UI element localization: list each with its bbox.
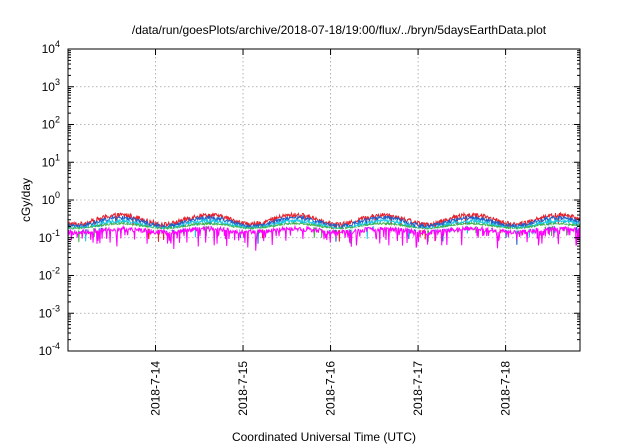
grid bbox=[68, 49, 580, 351]
y-axis: 10-4 10-3 10-2 10-1 100 101 102 103 104 bbox=[39, 39, 580, 358]
series-line bbox=[67, 214, 581, 245]
series-line bbox=[67, 223, 581, 244]
x-axis: 2018-7-14 2018-7-15 2018-7-16 2018-7-17 2018… bbox=[149, 49, 513, 416]
y-tick-label: 101 bbox=[42, 152, 60, 169]
y-tick-label: 10-1 bbox=[39, 228, 60, 245]
x-tick-label: 2018-7-15 bbox=[236, 361, 250, 416]
y-tick-label: 104 bbox=[42, 39, 60, 56]
series-layer bbox=[67, 211, 581, 251]
y-axis-label: cGy/day bbox=[19, 178, 33, 222]
x-axis-label: Coordinated Universal Time (UTC) bbox=[232, 430, 416, 444]
y-tick-label: 100 bbox=[42, 190, 60, 207]
x-tick-label: 2018-7-18 bbox=[499, 361, 513, 416]
x-tick-label: 2018-7-16 bbox=[324, 361, 338, 416]
chart-title: /data/run/goesPlots/archive/2018-07-18/1… bbox=[132, 23, 547, 37]
y-tick-label: 102 bbox=[42, 115, 60, 132]
series-line bbox=[67, 224, 581, 251]
y-tick-label: 10-3 bbox=[39, 303, 60, 320]
x-tick-label: 2018-7-14 bbox=[149, 361, 163, 416]
y-tick-label: 10-4 bbox=[39, 341, 60, 358]
y-tick-label: 103 bbox=[42, 77, 60, 94]
series-line bbox=[67, 221, 581, 244]
x-tick-label: 2018-7-17 bbox=[411, 361, 425, 416]
y-tick-label: 10-2 bbox=[39, 266, 60, 283]
